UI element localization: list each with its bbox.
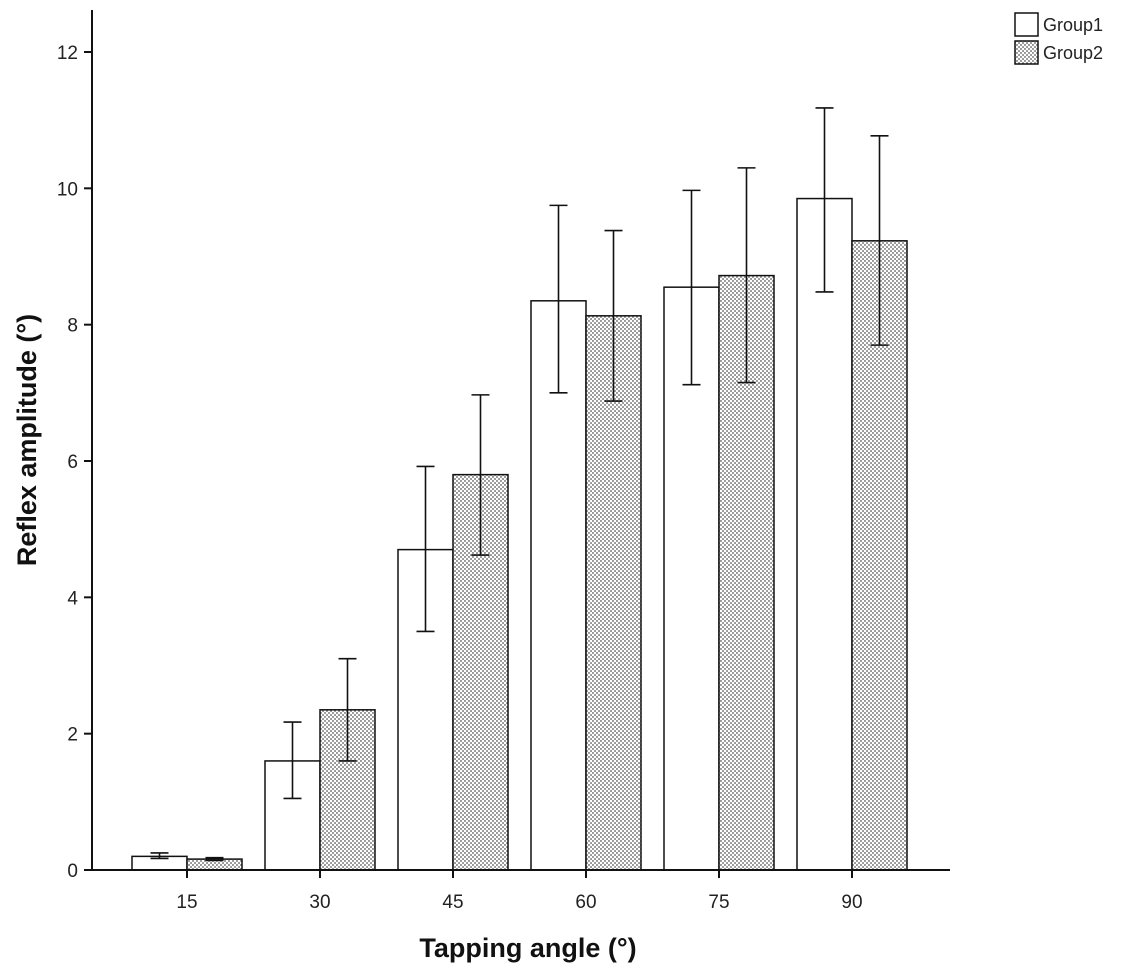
y-tick-label-0: 0 [67,861,78,882]
bar-group1-90 [796,197,853,871]
x-tick-label-90: 90 [841,892,862,913]
legend-swatch-group2 [1014,40,1039,65]
x-tick-label-60: 60 [575,892,596,913]
x-tick-label-75: 75 [708,892,729,913]
x-tick-label-30: 30 [309,892,330,913]
x-ticks-layer: 15 30 45 60 75 90 [176,870,863,913]
y-tick-label-2: 4 [67,588,78,609]
legend-label-group1: Group1 [1043,15,1103,35]
error-bars-layer [150,107,889,862]
legend-swatch-group1 [1014,12,1039,37]
legend: Group1 Group2 [1014,12,1103,65]
legend-label-group2: Group2 [1043,43,1103,63]
y-tick-label-3: 6 [67,452,78,473]
x-tick-label-15: 15 [176,892,197,913]
y-axis-title: Reflex amplitude (°) [12,314,42,566]
x-axis-title: Tapping angle (°) [419,933,636,963]
x-tick-label-45: 45 [442,892,463,913]
y-tick-label-1: 2 [67,725,78,746]
bars-layer [131,197,908,871]
y-ticks-layer: 0 2 4 6 8 10 12 [57,43,92,882]
y-tick-label-5: 10 [57,179,78,200]
y-tick-label-4: 8 [67,316,78,337]
y-tick-label-6: 12 [57,43,78,64]
